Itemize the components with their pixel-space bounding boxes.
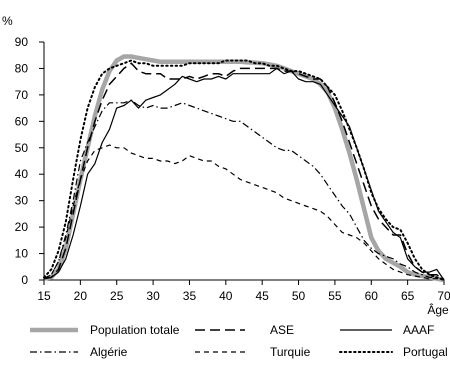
y-tick-label: 40 [15,167,29,181]
series-line-5 [43,144,445,281]
legend-label-4: Algérie [90,345,128,359]
x-tick-label: 15 [37,289,51,303]
x-tick-label: 55 [328,289,342,303]
y-axis-ticks: 0 10 20 30 40 50 60 70 80 90 [15,35,44,287]
y-tick-label: 30 [15,194,29,208]
x-tick-label: 50 [292,289,306,303]
y-axis-unit-label: % [2,14,13,28]
legend-label-3: AAAF [403,323,434,337]
x-tick-label: 25 [110,289,124,303]
x-tick-label: 65 [401,289,415,303]
x-tick-label: 30 [146,289,160,303]
y-tick-label: 80 [15,61,29,75]
y-tick-label: 70 [15,88,29,102]
y-tick-label: 20 [15,220,29,234]
axes [43,42,444,281]
y-tick-label: 0 [21,273,28,287]
x-axis-unit-label: Âge [427,302,449,317]
x-tick-label: 60 [365,289,379,303]
y-tick-label: 60 [15,114,29,128]
series-line-4 [43,99,445,281]
legend-label-2: ASE [270,323,294,337]
series-line-3 [43,67,445,281]
series-line-2 [43,62,445,281]
x-tick-label: 35 [183,289,197,303]
series-line-6 [43,59,445,281]
legend-label-5: Turquie [270,345,311,359]
series-line-1 [43,54,445,283]
legend: Population totale ASE AAAF Algérie Turquie Po… [30,323,448,359]
x-tick-label: 70 [437,289,450,303]
y-tick-label: 10 [15,247,29,261]
x-tick-label: 45 [256,289,270,303]
x-axis-ticks: 15 20 25 30 35 40 45 50 55 60 65 70 [37,280,450,303]
y-tick-label: 50 [15,141,29,155]
plot-area [43,54,445,283]
legend-label-6: Portugal [403,345,448,359]
legend-label-1: Population totale [90,323,180,337]
x-tick-label: 40 [219,289,233,303]
y-tick-label: 90 [15,35,29,49]
x-tick-label: 20 [74,289,88,303]
